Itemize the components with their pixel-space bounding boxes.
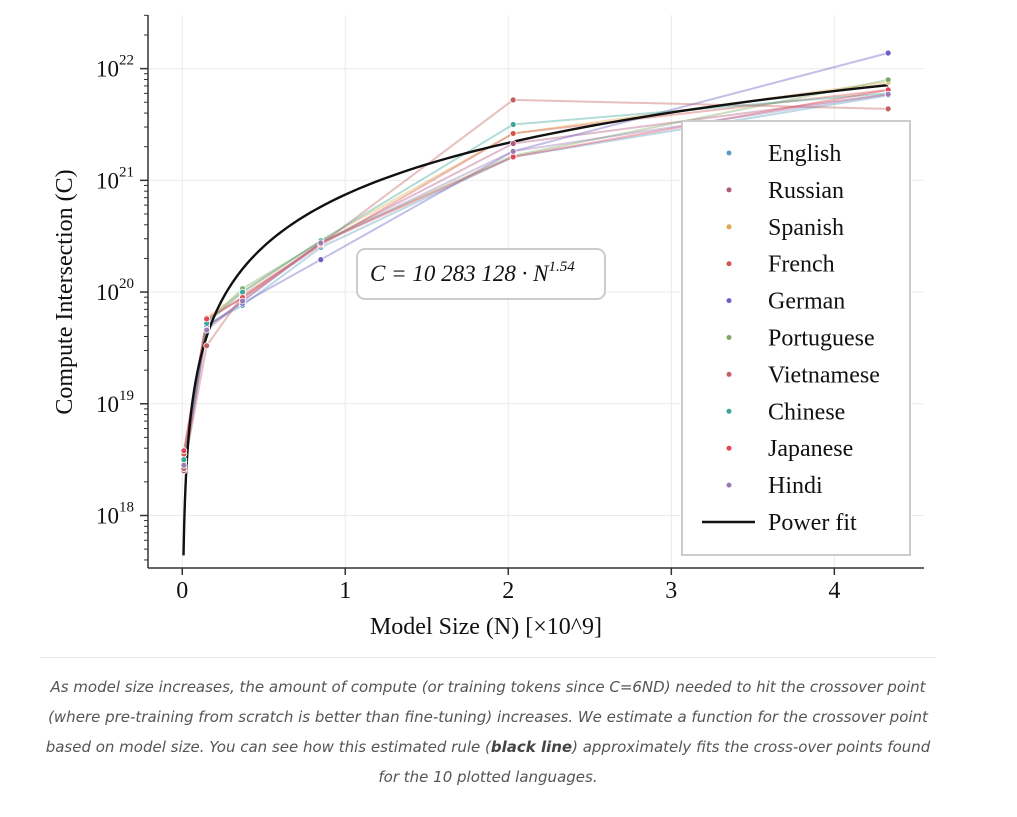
legend-label-portuguese: Portuguese xyxy=(768,326,875,352)
data-point-hindi xyxy=(509,147,517,155)
equation-label: C = 10 283 128 · N1.54 xyxy=(370,259,575,286)
compute-intersection-chart: 0 1 2 3 4 1018 1019 1020 1021 1022 Model Size (N) … xyxy=(52,14,924,640)
x-tick-label: 1 xyxy=(339,578,351,604)
legend-swatch-russian xyxy=(726,187,732,193)
data-point-hindi xyxy=(884,90,892,98)
legend-swatch-portuguese xyxy=(726,335,732,340)
y-tick-label: 1020 xyxy=(96,276,134,305)
y-tick-label: 1022 xyxy=(96,53,134,82)
series-line-japanese xyxy=(182,88,889,451)
legend-label-japanese: Japanese xyxy=(768,436,853,462)
legend-label-english: English xyxy=(768,141,841,167)
data-point-japanese xyxy=(509,153,517,161)
legend-label-vietnamese: Vietnamese xyxy=(768,362,880,388)
equation-box xyxy=(356,248,606,300)
legend-swatch-french xyxy=(726,261,732,267)
data-point-japanese xyxy=(203,315,211,323)
power-fit-line xyxy=(182,83,889,556)
series-line-french xyxy=(182,88,889,455)
data-point-chinese xyxy=(180,456,188,464)
y-axis-label: Compute Intersection (C) xyxy=(52,169,78,414)
data-point-french xyxy=(509,130,517,137)
legend-swatch-spanish xyxy=(726,224,732,230)
legend-swatch-chinese xyxy=(726,408,732,414)
data-point-vietnamese xyxy=(203,342,211,350)
caption-text-1: As model size increases, the amount of c… xyxy=(45,678,928,756)
x-axis-label: Model Size (N) [×10^9] xyxy=(370,614,602,640)
x-tick-label: 4 xyxy=(828,578,840,604)
data-point-vietnamese xyxy=(509,96,517,104)
data-point-vietnamese xyxy=(884,105,892,113)
y-tick-label: 1018 xyxy=(96,499,134,528)
data-point-hindi xyxy=(180,461,188,469)
legend-label-spanish: Spanish xyxy=(768,215,844,241)
y-tick-label: 1021 xyxy=(96,164,134,193)
data-point-portuguese xyxy=(884,76,892,84)
caption-bold: black line xyxy=(490,738,573,756)
series-line-spanish xyxy=(182,81,889,455)
data-point-russian xyxy=(509,140,517,147)
legend-label-power-fit: Power fit xyxy=(768,510,857,536)
data-point-hindi xyxy=(203,326,211,334)
legend-label-russian: Russian xyxy=(768,178,844,204)
data-point-hindi xyxy=(317,239,325,247)
y-tick-label: 1019 xyxy=(96,388,134,417)
series-line-vietnamese xyxy=(182,98,889,469)
legend-label-french: French xyxy=(768,252,835,278)
legend-swatch-english xyxy=(726,150,732,156)
figure-caption: As model size increases, the amount of c… xyxy=(40,672,936,792)
divider xyxy=(40,657,936,658)
caption-text-2: ) approximately fits the cross-over poin… xyxy=(378,738,931,786)
data-point-german xyxy=(884,49,892,57)
data-point-german xyxy=(317,256,325,264)
legend-swatch-vietnamese xyxy=(726,371,732,377)
legend-label-chinese: Chinese xyxy=(768,399,845,425)
data-point-chinese xyxy=(509,121,517,128)
legend-box xyxy=(681,120,911,556)
legend-swatch-german xyxy=(726,298,732,304)
legend-label-hindi: Hindi xyxy=(768,473,823,499)
legend-swatch-japanese xyxy=(726,445,732,451)
data-point-hindi xyxy=(239,297,246,305)
x-tick-label: 0 xyxy=(176,578,188,604)
legend-label-german: German xyxy=(768,289,845,315)
data-point-japanese xyxy=(180,447,188,455)
x-tick-label: 2 xyxy=(502,578,514,604)
x-tick-label: 3 xyxy=(665,578,677,604)
legend-swatch-hindi xyxy=(726,482,732,488)
data-point-chinese xyxy=(239,288,246,296)
